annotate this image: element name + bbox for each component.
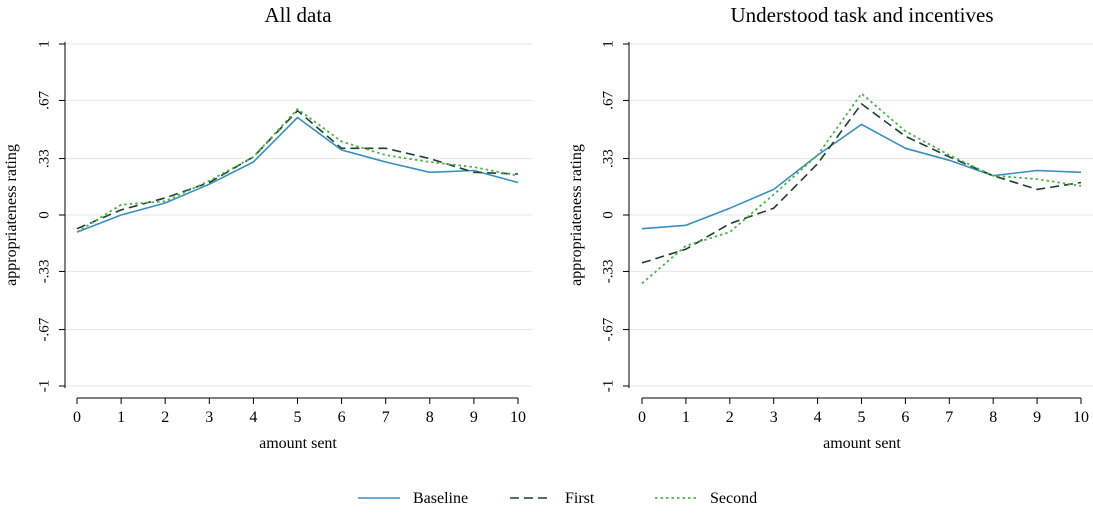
y-tick-label: -1 [600, 380, 616, 393]
y-tick-label: -1 [36, 380, 52, 393]
legend: Baseline First Second [358, 490, 757, 507]
x-tick-label: 1 [682, 409, 690, 426]
series-line-first [76, 109, 519, 230]
series-line-second [76, 108, 519, 233]
y-tick-label: -.33 [600, 260, 616, 284]
y-tick-label: -.33 [36, 260, 52, 284]
series-line-second [641, 92, 1082, 285]
y-tick-label: .33 [600, 149, 616, 168]
x-tick-label: 4 [249, 409, 257, 426]
x-tick-label: 8 [426, 409, 434, 426]
x-tick-label: 2 [161, 409, 169, 426]
chart-panel-understood-task: Understood task and incentives appropria… [568, 3, 1093, 452]
chart-panel-all-data: All data appropriateness rating amount s… [3, 3, 532, 452]
x-tick-label: 5 [858, 409, 866, 426]
x-tick-label: 7 [382, 409, 390, 426]
x-tick-label: 6 [338, 409, 346, 426]
x-tick-label: 6 [901, 409, 909, 426]
y-tick-label: -.67 [600, 317, 616, 341]
series-line-baseline [76, 116, 519, 233]
x-axis-label: amount sent [823, 435, 901, 452]
y-tick-label: .33 [36, 149, 52, 168]
y-tick-label: 0 [36, 211, 52, 219]
chart-title: All data [264, 3, 332, 27]
x-tick-label: 1 [117, 409, 125, 426]
x-axis-label: amount sent [259, 435, 337, 452]
series-line-first [641, 103, 1082, 264]
x-tick-label: 2 [726, 409, 734, 426]
legend-label-baseline: Baseline [413, 490, 468, 507]
y-tick-label: 1 [36, 40, 52, 48]
y-tick-label: -.67 [36, 317, 52, 341]
x-tick-label: 10 [1073, 409, 1089, 426]
chart-title: Understood task and incentives [730, 3, 993, 27]
y-axis-label: appropriateness rating [568, 144, 585, 286]
y-tick-label: .67 [600, 91, 616, 110]
x-tick-label: 9 [1033, 409, 1041, 426]
x-tick-label: 0 [73, 409, 81, 426]
series-line-baseline [641, 123, 1082, 230]
y-tick-label: .67 [36, 91, 52, 110]
legend-label-second: Second [710, 490, 757, 507]
x-tick-label: 3 [770, 409, 778, 426]
x-tick-label: 0 [638, 409, 646, 426]
x-tick-label: 9 [470, 409, 478, 426]
x-tick-label: 7 [945, 409, 953, 426]
y-tick-label: 0 [600, 211, 616, 219]
x-tick-label: 10 [510, 409, 526, 426]
x-tick-label: 5 [294, 409, 302, 426]
legend-label-first: First [565, 490, 595, 507]
y-axis-label: appropriateness rating [3, 144, 20, 286]
x-tick-label: 3 [205, 409, 213, 426]
y-tick-label: 1 [600, 40, 616, 48]
x-tick-label: 4 [814, 409, 822, 426]
x-tick-label: 8 [989, 409, 997, 426]
